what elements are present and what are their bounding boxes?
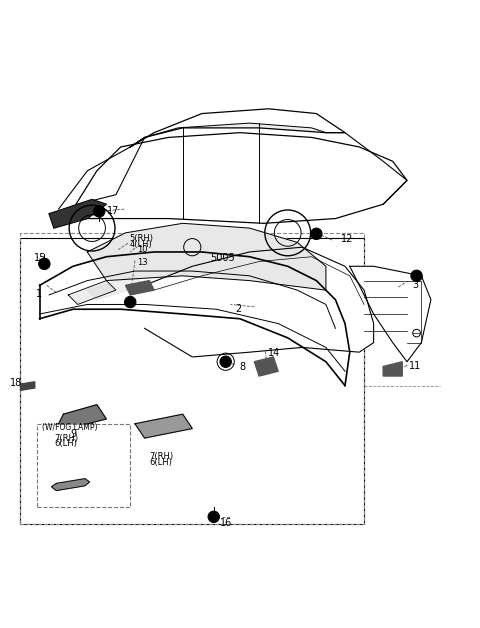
Circle shape bbox=[38, 258, 50, 269]
Polygon shape bbox=[87, 224, 326, 290]
Text: 18: 18 bbox=[10, 378, 22, 388]
Polygon shape bbox=[68, 281, 116, 305]
Text: 1: 1 bbox=[36, 289, 42, 299]
Polygon shape bbox=[135, 414, 192, 438]
Polygon shape bbox=[144, 123, 326, 138]
Polygon shape bbox=[130, 109, 345, 147]
FancyBboxPatch shape bbox=[21, 237, 364, 524]
Circle shape bbox=[411, 270, 422, 281]
Circle shape bbox=[220, 356, 231, 367]
Text: (W/FOG LAMP): (W/FOG LAMP) bbox=[42, 423, 97, 432]
Text: 6(LH): 6(LH) bbox=[54, 440, 77, 448]
Polygon shape bbox=[125, 281, 154, 295]
Text: 3: 3 bbox=[413, 280, 419, 290]
Polygon shape bbox=[350, 266, 431, 362]
Text: 9: 9 bbox=[71, 430, 77, 439]
Circle shape bbox=[208, 511, 219, 522]
Polygon shape bbox=[59, 404, 107, 428]
Text: 8: 8 bbox=[239, 362, 245, 372]
Text: 12: 12 bbox=[341, 234, 354, 244]
Polygon shape bbox=[254, 357, 278, 376]
Text: 2: 2 bbox=[235, 304, 241, 314]
Circle shape bbox=[124, 296, 136, 308]
Polygon shape bbox=[144, 247, 373, 357]
Text: 10: 10 bbox=[137, 245, 148, 254]
Polygon shape bbox=[49, 200, 107, 228]
FancyBboxPatch shape bbox=[37, 424, 130, 507]
Text: 13: 13 bbox=[137, 258, 148, 267]
Text: 6(LH): 6(LH) bbox=[149, 458, 172, 467]
Text: 7(RH): 7(RH) bbox=[149, 452, 173, 461]
Text: 11: 11 bbox=[409, 362, 421, 372]
Text: 5(RH): 5(RH) bbox=[129, 234, 153, 243]
Circle shape bbox=[94, 206, 105, 217]
Text: 4(LH): 4(LH) bbox=[129, 241, 152, 249]
Polygon shape bbox=[51, 479, 90, 490]
Text: 7(RH): 7(RH) bbox=[54, 433, 78, 443]
Circle shape bbox=[311, 228, 322, 239]
Text: 14: 14 bbox=[268, 348, 280, 358]
Text: 16: 16 bbox=[220, 518, 232, 528]
Polygon shape bbox=[21, 382, 35, 391]
Text: 5005: 5005 bbox=[210, 252, 235, 263]
Text: 17: 17 bbox=[108, 207, 120, 217]
Polygon shape bbox=[87, 276, 144, 300]
Text: 15: 15 bbox=[34, 252, 46, 263]
Polygon shape bbox=[383, 362, 402, 376]
